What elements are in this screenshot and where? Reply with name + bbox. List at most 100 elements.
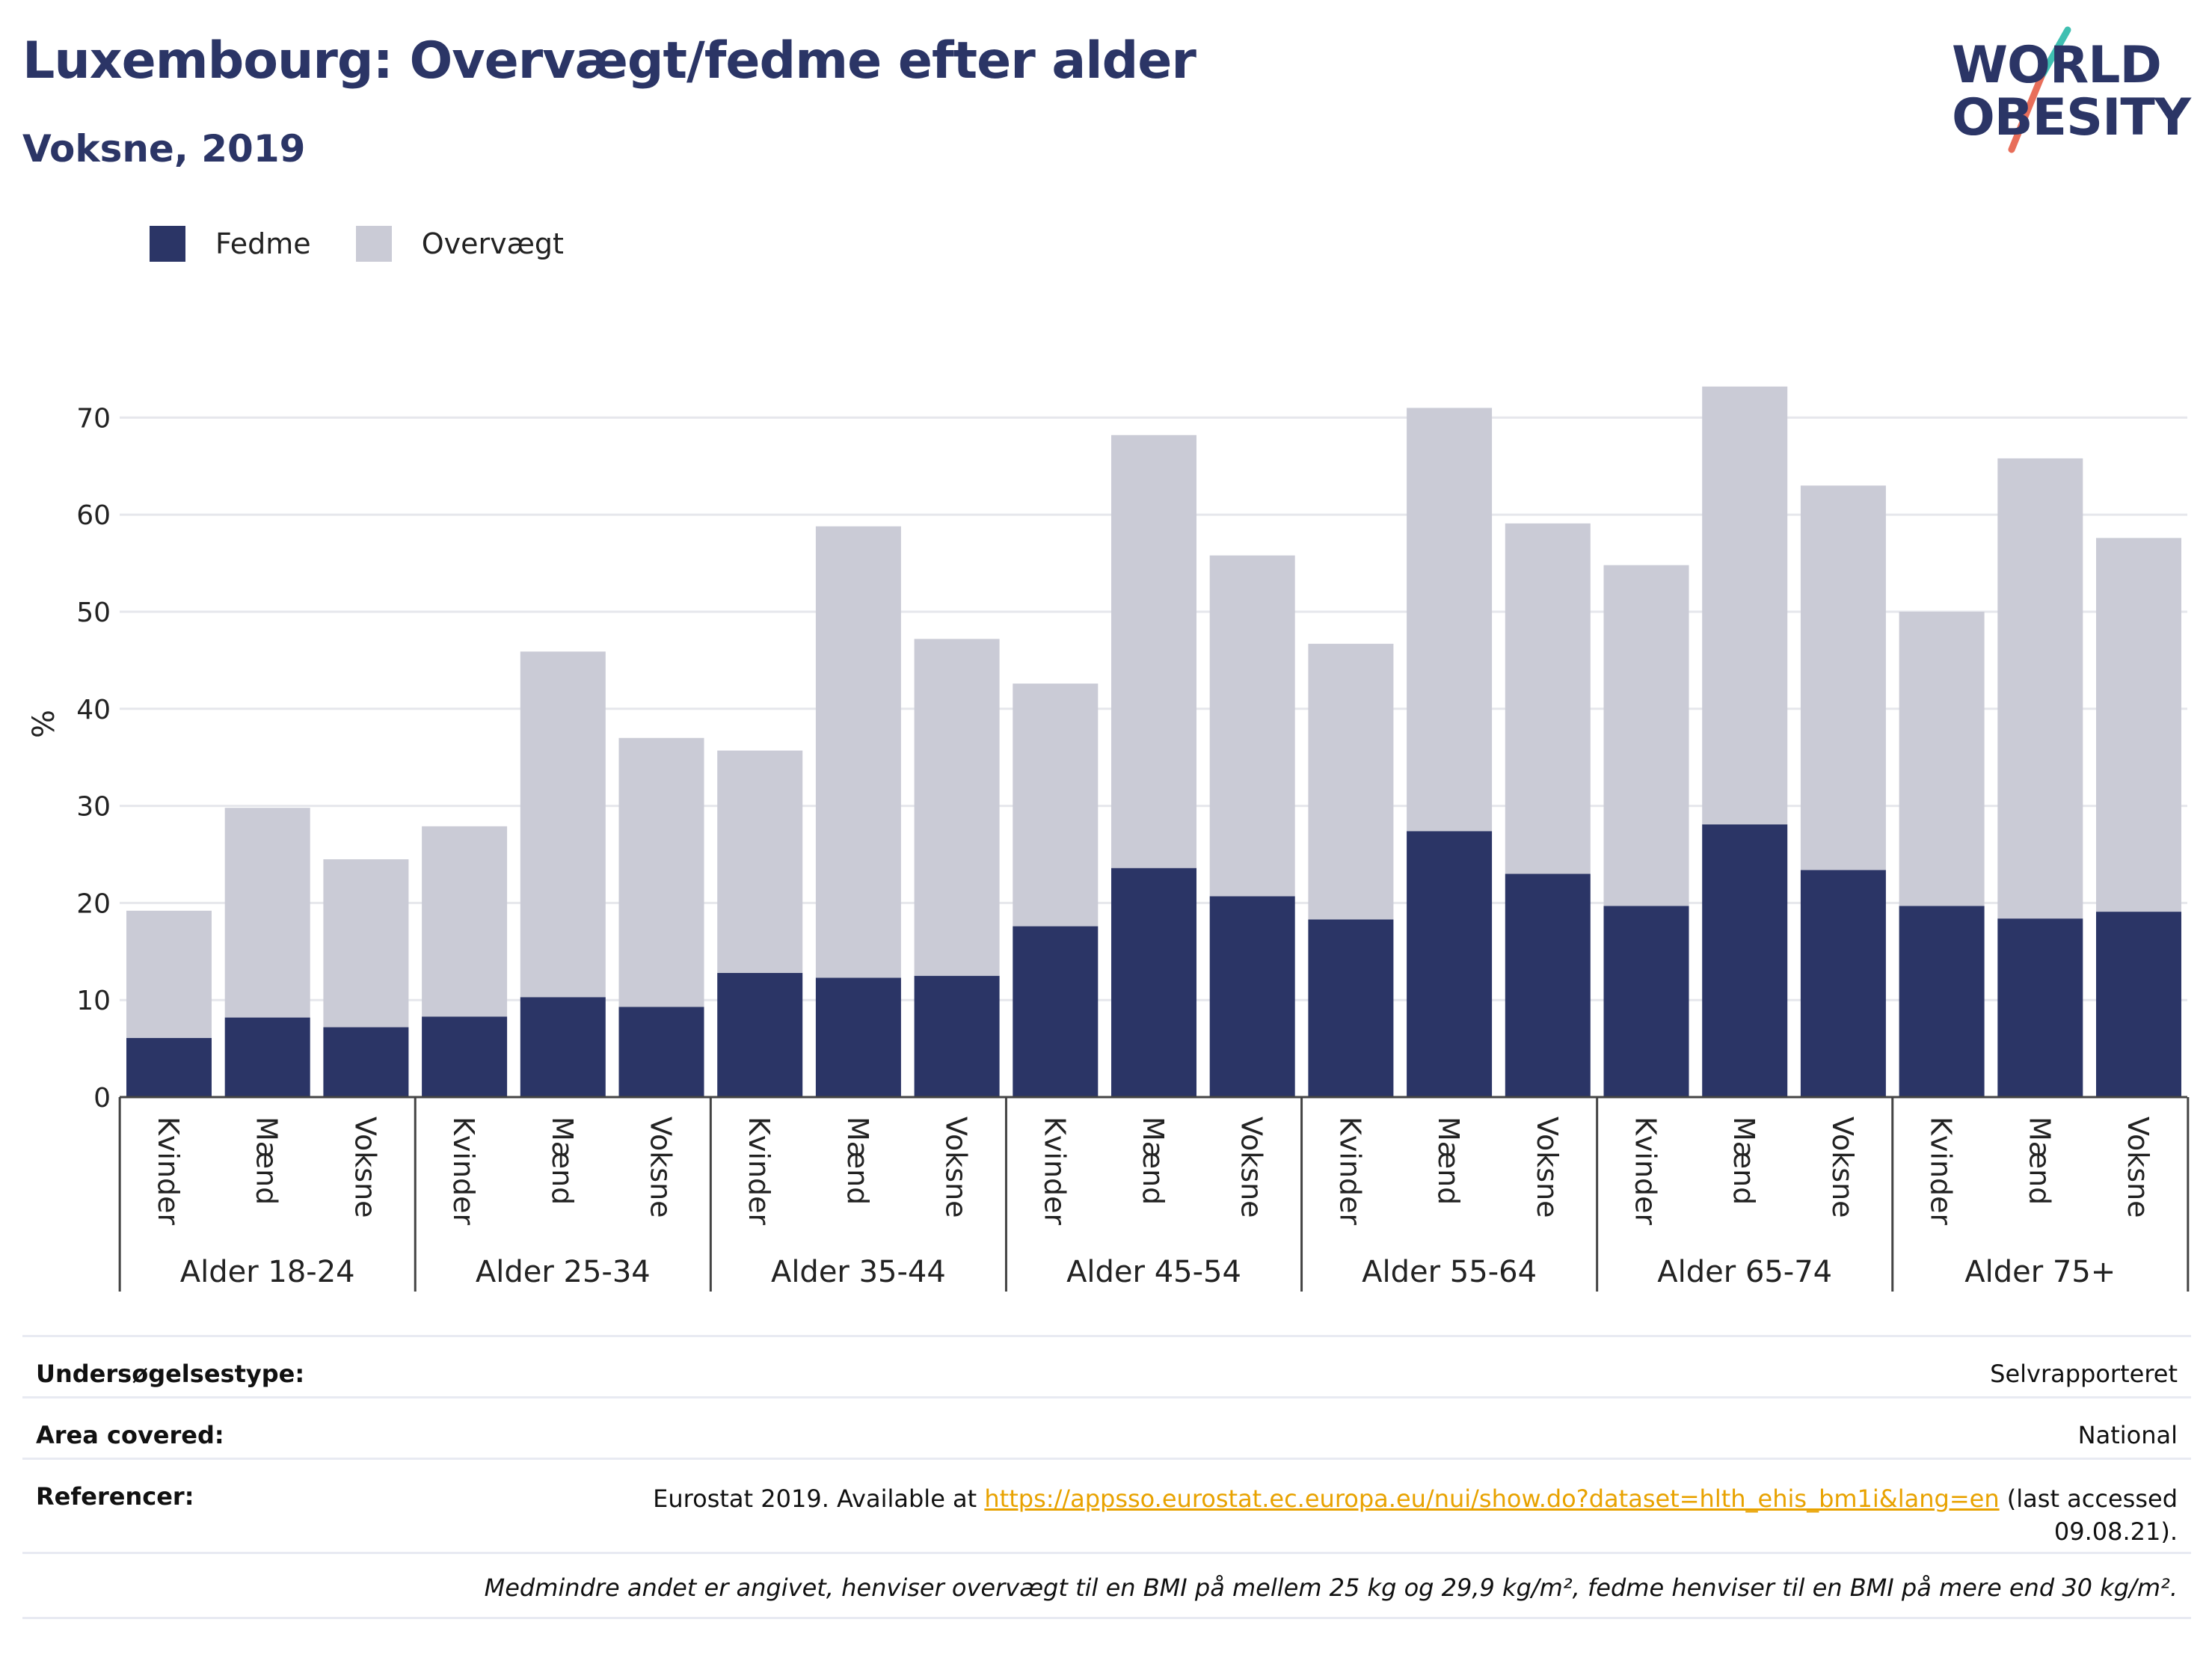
- bar-fedme: [520, 997, 606, 1097]
- bar-overvaegt: [618, 737, 704, 1007]
- bar-overvaegt: [224, 808, 310, 1018]
- legend-label-overvaegt: Overvægt: [421, 227, 564, 260]
- group-label: Alder 55-64: [1362, 1255, 1537, 1289]
- bar-fedme: [815, 977, 901, 1097]
- page-subtitle: Voksne, 2019: [22, 127, 306, 171]
- logo-slash-icon: [2008, 26, 2071, 153]
- bar-overvaegt: [1407, 408, 1493, 832]
- info-row-note: Medmindre andet er angivet, henviser ove…: [22, 1552, 2191, 1619]
- info-value-survey-type: Selvrapporteret: [1990, 1360, 2178, 1388]
- x-tick-label: Voksne: [1235, 1117, 1268, 1218]
- y-tick-label: 0: [93, 1083, 111, 1114]
- bar-overvaegt: [1702, 386, 1788, 825]
- x-tick-label: Mænd: [2023, 1117, 2056, 1205]
- references-suffix: (last accessed: [1999, 1484, 2178, 1513]
- bar-overvaegt: [815, 526, 901, 978]
- y-tick-label: 50: [76, 598, 111, 628]
- x-tick-label: Mænd: [1137, 1117, 1170, 1205]
- references-date: 09.08.21).: [2053, 1517, 2178, 1546]
- bar-fedme: [1702, 824, 1788, 1097]
- x-tick-label: Mænd: [841, 1117, 874, 1205]
- x-tick-label: Voksne: [1826, 1117, 1859, 1218]
- bmi-definition-note: Medmindre andet er angivet, henviser ove…: [484, 1573, 2178, 1602]
- bar-fedme: [422, 1016, 508, 1097]
- info-row-survey-type: Undersøgelsestype: Selvrapporteret: [22, 1335, 2191, 1398]
- x-tick-label: Kvinder: [1038, 1117, 1071, 1226]
- info-key-survey-type: Undersøgelsestype:: [36, 1360, 305, 1388]
- bar-fedme: [717, 972, 803, 1097]
- info-row-references: Referencer: Eurostat 2019. Available at …: [22, 1458, 2191, 1554]
- bar-fedme: [914, 975, 1000, 1097]
- references-link[interactable]: https://appsso.eurostat.ec.europa.eu/nui…: [984, 1484, 2000, 1513]
- x-tick-label: Kvinder: [1629, 1117, 1662, 1226]
- bar-fedme: [1407, 831, 1493, 1097]
- bar-overvaegt: [1505, 523, 1591, 874]
- page-title: Luxembourg: Overvægt/fedme efter alder: [22, 31, 1196, 90]
- bar-overvaegt: [323, 859, 409, 1028]
- group-label: Alder 65-74: [1657, 1255, 1832, 1289]
- y-tick-label: 10: [76, 986, 111, 1016]
- info-key-area: Area covered:: [36, 1421, 224, 1449]
- bar-fedme: [2096, 912, 2181, 1097]
- bar-overvaegt: [1111, 435, 1196, 868]
- x-tick-label: Kvinder: [447, 1117, 480, 1226]
- bar-fedme: [323, 1027, 409, 1097]
- legend-item-fedme: Fedme: [150, 226, 311, 262]
- y-tick-label: 30: [76, 792, 111, 823]
- legend-label-fedme: Fedme: [215, 227, 311, 260]
- x-tick-label: Kvinder: [1333, 1117, 1366, 1226]
- y-axis-label: %: [27, 710, 61, 738]
- legend-swatch-overvaegt: [355, 226, 392, 262]
- bar-fedme: [1111, 868, 1196, 1097]
- bar-fedme: [1308, 919, 1394, 1097]
- group-label: Alder 25-34: [476, 1255, 651, 1289]
- x-tick-label: Voksne: [645, 1117, 678, 1218]
- bar-fedme: [126, 1037, 212, 1097]
- group-label: Alder 18-24: [180, 1255, 355, 1289]
- bar-fedme: [1505, 873, 1591, 1097]
- info-key-references: Referencer:: [36, 1482, 194, 1511]
- x-tick-label: Mænd: [1432, 1117, 1465, 1205]
- info-row-area: Area covered: National: [22, 1396, 2191, 1460]
- chart-legend: Fedme Overvægt: [150, 223, 609, 265]
- bar-overvaegt: [717, 750, 803, 973]
- x-tick-label: Kvinder: [1925, 1117, 1958, 1226]
- info-value-references: Eurostat 2019. Available at https://apps…: [653, 1482, 2178, 1548]
- group-label: Alder 45-54: [1066, 1255, 1241, 1289]
- bar-overvaegt: [1013, 684, 1099, 927]
- bar-overvaegt: [520, 651, 606, 998]
- x-tick-label: Mænd: [546, 1117, 579, 1205]
- bar-fedme: [1209, 896, 1295, 1097]
- x-tick-label: Voksne: [348, 1117, 381, 1218]
- logo-text-world: WORLD: [1952, 36, 2162, 95]
- x-tick-label: Kvinder: [152, 1117, 185, 1226]
- logo-text-obesity: OBESITY: [1952, 88, 2191, 147]
- x-tick-label: Mænd: [1727, 1117, 1760, 1205]
- bar-overvaegt: [422, 826, 508, 1017]
- bar-fedme: [224, 1017, 310, 1097]
- x-tick-label: Kvinder: [743, 1117, 775, 1226]
- y-tick-label: 70: [76, 403, 111, 434]
- info-value-area: National: [2077, 1421, 2178, 1449]
- bar-overvaegt: [1603, 565, 1689, 906]
- bar-overvaegt: [1800, 485, 1886, 871]
- bar-overvaegt: [1308, 643, 1394, 920]
- x-tick-label: Voksne: [1531, 1117, 1564, 1218]
- bar-fedme: [1603, 906, 1689, 1097]
- bar-fedme: [618, 1007, 704, 1097]
- bar-overvaegt: [126, 910, 212, 1038]
- y-tick-label: 20: [76, 888, 111, 919]
- bar-overvaegt: [914, 639, 1000, 976]
- bar-overvaegt: [2096, 538, 2181, 912]
- legend-swatch-fedme: [150, 226, 185, 262]
- bar-overvaegt: [1899, 612, 1985, 906]
- bar-fedme: [1800, 870, 1886, 1097]
- stacked-bar-chart: 0 10 20 30 40 50 60 70% Kvinder Mænd Voksne Kvinder…: [27, 386, 2190, 1292]
- references-text: Eurostat 2019. Available at: [653, 1484, 985, 1513]
- bar-fedme: [1997, 918, 2083, 1097]
- group-label: Alder 75+: [1964, 1255, 2116, 1289]
- bar-overvaegt: [1209, 555, 1295, 897]
- y-tick-label: 60: [76, 500, 111, 531]
- x-tick-label: Voksne: [940, 1117, 973, 1218]
- bar-overvaegt: [1997, 458, 2083, 919]
